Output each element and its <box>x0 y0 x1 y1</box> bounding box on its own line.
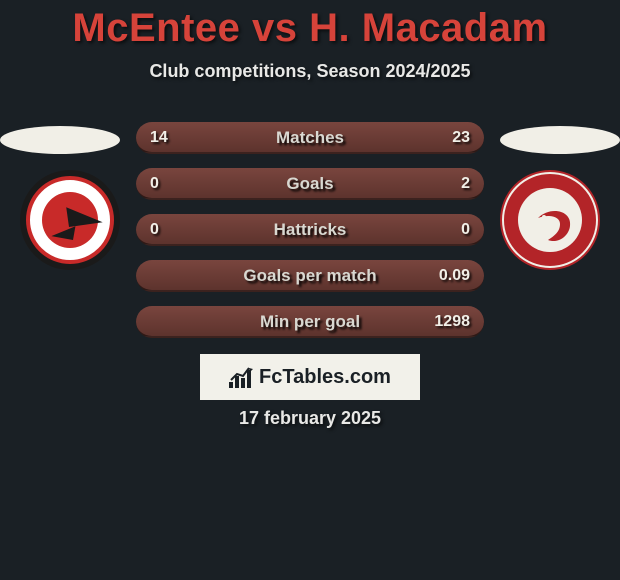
club-badge-left <box>20 170 120 270</box>
stat-row-min-per-goal: Min per goal 1298 <box>136 306 484 338</box>
stat-row-hattricks: 0 Hattricks 0 <box>136 214 484 246</box>
stat-row-goals-per-match: Goals per match 0.09 <box>136 260 484 292</box>
stat-right-value: 2 <box>461 168 470 200</box>
stat-label: Goals <box>136 168 484 200</box>
stat-row-goals: 0 Goals 2 <box>136 168 484 200</box>
shrimp-icon <box>530 204 574 248</box>
stat-label: Hattricks <box>136 214 484 246</box>
page-title: McEntee vs H. Macadam <box>0 0 620 51</box>
stat-label: Min per goal <box>136 306 484 338</box>
player-avatar-left <box>0 126 120 154</box>
club-badge-right <box>500 170 600 270</box>
brand-watermark: FcTables.com <box>200 354 420 400</box>
stat-right-value: 1298 <box>434 306 470 338</box>
snapshot-date: 17 february 2025 <box>0 408 620 429</box>
stat-right-value: 0.09 <box>439 260 470 292</box>
stat-label: Goals per match <box>136 260 484 292</box>
stat-right-value: 23 <box>452 122 470 154</box>
stat-label: Matches <box>136 122 484 154</box>
competition-subtitle: Club competitions, Season 2024/2025 <box>0 61 620 82</box>
comparison-stats: 14 Matches 23 0 Goals 2 0 Hattricks 0 Go… <box>136 122 484 352</box>
player-avatar-right <box>500 126 620 154</box>
stat-right-value: 0 <box>461 214 470 246</box>
brand-label: FcTables.com <box>259 366 391 389</box>
stat-row-matches: 14 Matches 23 <box>136 122 484 154</box>
chart-bars-icon <box>229 366 257 388</box>
